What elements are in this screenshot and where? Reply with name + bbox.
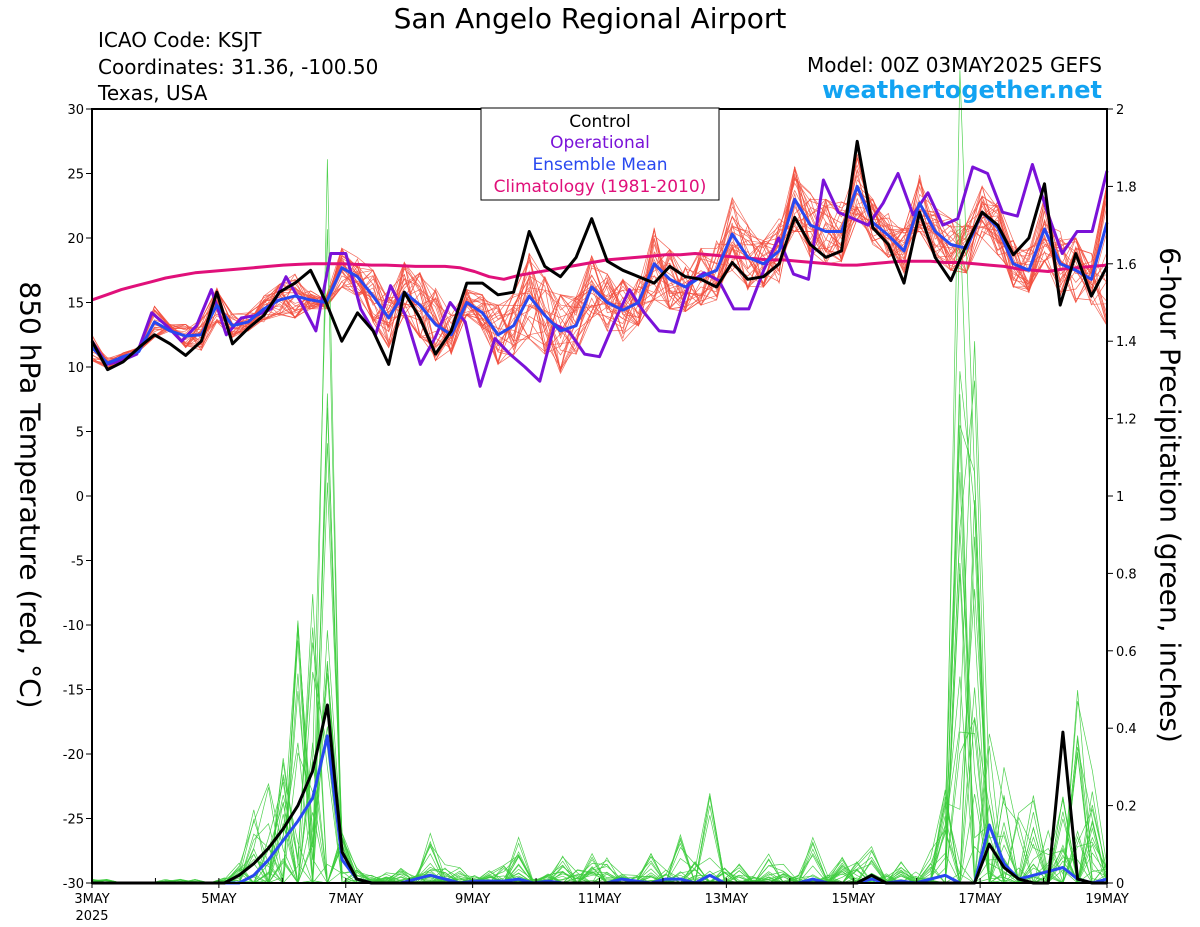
y2-tick-label: 0.2 bbox=[1116, 800, 1137, 815]
y-tick-label: -15 bbox=[63, 684, 84, 699]
y-tick-label: 25 bbox=[67, 168, 84, 183]
y-axis-label-right: 6-hour Precipitation (green, inches) bbox=[1153, 247, 1187, 743]
x-tick-label: 9MAY bbox=[455, 892, 490, 907]
precipitation-member-line bbox=[91, 573, 1108, 884]
x-tick-label: 11MAY bbox=[578, 892, 622, 907]
y2-tick-label: 1.2 bbox=[1116, 413, 1137, 428]
x-tick-label: 19MAY bbox=[1085, 892, 1129, 907]
y-axis-label-left: 850 hPa Temperature (red, °C) bbox=[13, 281, 47, 709]
y-tick-label: -25 bbox=[63, 813, 84, 828]
x-tick-label: 3MAY bbox=[74, 892, 109, 907]
y2-tick-label: 0 bbox=[1116, 877, 1124, 892]
temperature-member-line bbox=[91, 186, 1108, 365]
y2-tick-label: 1 bbox=[1116, 490, 1124, 505]
x-tick-label: 15MAY bbox=[831, 892, 875, 907]
y2-tick-label: 2 bbox=[1116, 103, 1124, 118]
legend-climatology: Climatology (1981-2010) bbox=[494, 177, 707, 197]
legend-box bbox=[480, 107, 720, 201]
site-link[interactable]: weathertogether.net bbox=[822, 76, 1102, 104]
precipitation-member-line bbox=[91, 393, 1108, 884]
model-run: Model: 00Z 03MAY2025 GEFS bbox=[807, 53, 1102, 77]
chart-title: San Angelo Regional Airport bbox=[393, 2, 787, 35]
legend-control: Control bbox=[569, 112, 630, 132]
coordinates: Coordinates: 31.36, -100.50 bbox=[98, 55, 379, 79]
x-tick-label: 17MAY bbox=[958, 892, 1002, 907]
y-tick-label: 0 bbox=[76, 490, 84, 505]
y2-tick-label: 1.8 bbox=[1116, 180, 1137, 195]
plot-frame bbox=[91, 108, 1108, 884]
x-tick-label: 13MAY bbox=[705, 892, 749, 907]
legend: Control Operational Ensemble Mean Climat… bbox=[480, 107, 720, 201]
y-tick-label: 5 bbox=[76, 426, 84, 441]
precipitation-member-line bbox=[92, 443, 1108, 884]
precipitation-member-line bbox=[91, 782, 1108, 885]
legend-ensemble-mean: Ensemble Mean bbox=[532, 155, 667, 175]
y-tick-label: 20 bbox=[67, 232, 84, 247]
precipitation-member-line bbox=[91, 371, 1107, 884]
y-tick-label: -10 bbox=[63, 619, 84, 634]
temperature-member-line bbox=[91, 187, 1108, 369]
y-tick-label: 30 bbox=[67, 103, 84, 118]
y-tick-label: 15 bbox=[67, 297, 84, 312]
ensemble-mean-temperature-line bbox=[90, 184, 1109, 365]
y2-tick-label: 0.6 bbox=[1116, 645, 1137, 660]
y2-tick-label: 0.4 bbox=[1116, 722, 1137, 737]
y-tick-label: -30 bbox=[63, 877, 84, 892]
temperature-member-line bbox=[91, 178, 1108, 364]
precipitation-member-line bbox=[92, 380, 1108, 884]
y2-tick-label: 0.8 bbox=[1116, 567, 1137, 582]
precipitation-member-line bbox=[91, 394, 1108, 885]
x-year-label: 2025 bbox=[75, 909, 108, 924]
y2-tick-label: 1.4 bbox=[1116, 335, 1137, 350]
x-tick-label: 7MAY bbox=[328, 892, 363, 907]
y-tick-label: -20 bbox=[63, 748, 84, 763]
icao-code: ICAO Code: KSJT bbox=[98, 28, 262, 52]
precipitation-member-line bbox=[92, 774, 1107, 885]
y2-tick-label: 1.6 bbox=[1116, 258, 1137, 273]
y-tick-label: 10 bbox=[67, 361, 84, 376]
y-tick-label: -5 bbox=[71, 555, 84, 570]
legend-operational: Operational bbox=[550, 133, 650, 153]
x-tick-label: 5MAY bbox=[201, 892, 236, 907]
axes: 302520151050-5-10-15-20-25-3021.81.61.41… bbox=[63, 103, 1137, 924]
operational-temperature-line bbox=[90, 163, 1109, 388]
region: Texas, USA bbox=[98, 81, 208, 105]
control-temperature-line bbox=[90, 139, 1109, 372]
temperature-member-line bbox=[91, 183, 1108, 368]
